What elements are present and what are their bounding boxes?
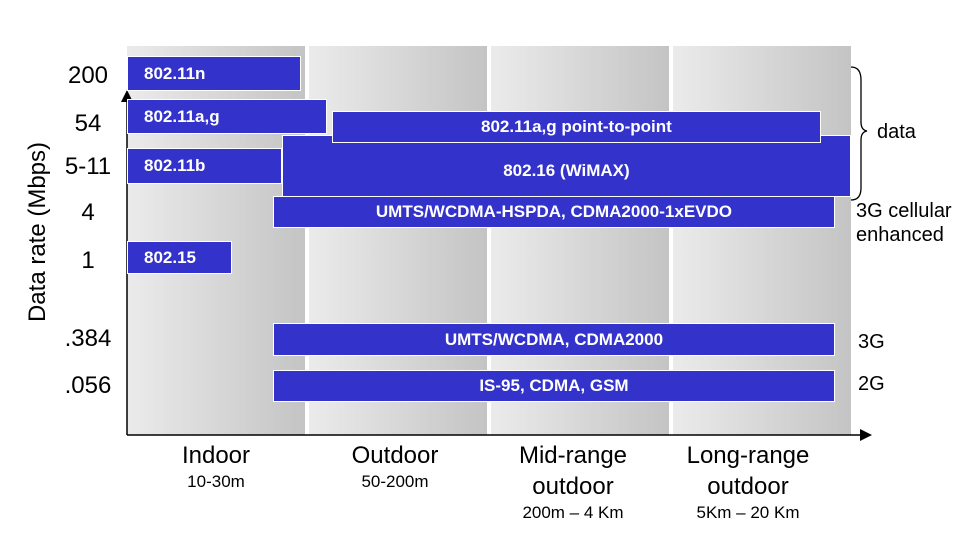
side-label-2g: 2G (858, 373, 885, 395)
x-category-name: Long-range outdoor (686, 442, 810, 500)
x-category-range: 50-200m (361, 472, 429, 491)
x-category-range: 200m – 4 Km (522, 503, 624, 522)
bar-802-11n: 802.11n (127, 56, 302, 91)
bar-802-15: 802.15 (127, 241, 233, 274)
y-tick-label: 4 (81, 199, 95, 226)
x-category-indoor: Indoor 10-30m (127, 440, 305, 493)
side-label-3g: 3G (858, 331, 885, 353)
y-tick-label: 1 (81, 247, 95, 274)
side-label-data: data (877, 121, 916, 143)
bar-802-11b: 802.11b (127, 148, 282, 184)
bar-umts-wcdma-cdma2000: UMTS/WCDMA, CDMA2000 (272, 323, 835, 356)
y-tick-label: 200 (67, 62, 109, 89)
bar-umts-wcdma-hspda-cdma2000-1xevdo: UMTS/WCDMA-HSPDA, CDMA2000-1xEVDO (272, 196, 835, 228)
bar-802-16-wimax: 802.16 (WiMAX) (281, 135, 851, 197)
data-bracket (850, 66, 868, 201)
x-category-name: Outdoor (351, 442, 439, 469)
x-category-name: Indoor (181, 442, 251, 469)
x-category-range: 5Km – 20 Km (696, 503, 800, 522)
y-tick-label: .384 (64, 325, 112, 352)
x-category-outdoor: Outdoor 50-200m (307, 440, 483, 493)
x-category-name: Mid-range outdoor (518, 442, 628, 500)
y-tick-label: 5-11 (64, 153, 112, 180)
x-category-mid-range: Mid-range outdoor 200m – 4 Km (503, 440, 643, 524)
x-category-range: 10-30m (187, 472, 245, 491)
x-category-long-range: Long-range outdoor 5Km – 20 Km (668, 440, 828, 524)
y-tick-label: 54 (74, 110, 102, 137)
bar-is-95-cdma-gsm: IS-95, CDMA, GSM (272, 370, 835, 402)
side-label-3g-enhanced: 3G cellular enhanced (856, 200, 952, 246)
bar-802-11a-g-point-to-point: 802.11a,g point-to-point (332, 111, 821, 143)
bar-802-11a-g: 802.11a,g (127, 99, 327, 134)
y-tick-label: .056 (64, 372, 112, 399)
